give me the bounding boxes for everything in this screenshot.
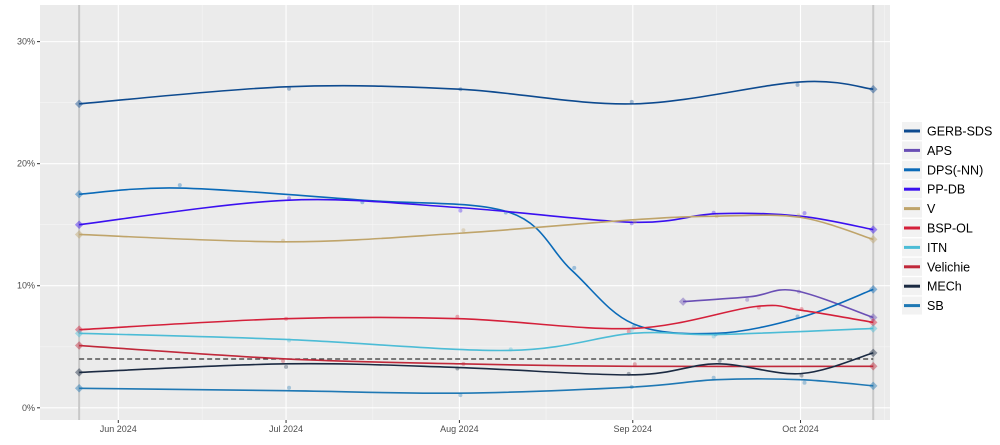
legend-label: SB (927, 299, 944, 313)
y-tick-label: 30% (17, 37, 35, 47)
trend-line-bsp-ol (79, 304, 874, 331)
result-diamond (74, 368, 84, 377)
poll-point (802, 380, 807, 385)
result-diamond (868, 318, 878, 327)
trend-line-v (79, 214, 874, 243)
y-tick-label: 0% (22, 403, 35, 413)
result-diamond (868, 381, 878, 391)
poll-point (626, 329, 631, 334)
result-diamond (74, 329, 84, 338)
poll-point (745, 297, 750, 302)
result-diamond (74, 341, 84, 350)
poll-point (455, 314, 460, 319)
poll-point (458, 208, 463, 213)
trend-line-itn (79, 327, 874, 352)
poll-point (711, 375, 716, 380)
legend-label: PP-DB (927, 183, 965, 197)
poll-point (632, 362, 637, 367)
result-diamond (74, 99, 84, 109)
trend-line-sb (79, 378, 874, 395)
poll-point (711, 334, 716, 339)
result-diamond (74, 230, 84, 239)
poll-point (177, 183, 182, 188)
result-diamond (868, 348, 878, 358)
legend-label: APS (927, 144, 952, 158)
trend-line-dps-nn- (79, 187, 874, 335)
result-diamond (868, 285, 878, 294)
legend-label: MECh (927, 280, 962, 294)
poll-point (284, 364, 289, 369)
x-tick-label: Aug 2024 (440, 424, 479, 434)
result-diamond (74, 189, 84, 199)
poll-point (795, 82, 800, 87)
x-tick-label: Jul 2024 (269, 424, 303, 434)
trend-line-mech (79, 352, 874, 376)
poll-point (799, 373, 804, 378)
trend-line-velichie (79, 344, 874, 368)
result-diamond (74, 220, 84, 229)
poll-point (461, 228, 466, 233)
plot-background (40, 5, 890, 420)
result-diamond (868, 313, 878, 322)
poll-point (802, 211, 807, 216)
legend-label: V (927, 202, 936, 216)
legend-label: DPS(-NN) (927, 163, 983, 177)
trend-line-aps (683, 289, 874, 319)
poll-point (287, 86, 292, 91)
result-diamond (74, 325, 84, 334)
poll-point (287, 385, 292, 390)
result-diamond (678, 297, 688, 306)
poll-point (458, 393, 463, 398)
poll-point (717, 358, 722, 363)
legend-label: GERB-SDS (927, 125, 992, 139)
result-diamond (74, 384, 84, 393)
poll-point (281, 358, 286, 363)
poll-point (629, 99, 634, 104)
y-tick-label: 10% (17, 281, 35, 291)
legend-label: ITN (927, 241, 947, 255)
poll-point (287, 196, 292, 201)
result-diamond (868, 362, 878, 371)
trend-line-pp-db (79, 198, 874, 231)
result-diamond (868, 324, 878, 333)
trend-line-gerb-sds (79, 80, 874, 105)
x-tick-label: Oct 2024 (782, 424, 819, 434)
poll-point (632, 219, 637, 224)
y-tick-label: 20% (17, 159, 35, 169)
poll-point (629, 328, 634, 333)
legend-label: BSP-OL (927, 222, 973, 236)
x-tick-label: Jun 2024 (100, 424, 137, 434)
legend-label: Velichie (927, 260, 970, 274)
x-tick-label: Sep 2024 (613, 424, 652, 434)
poll-point (572, 265, 577, 270)
